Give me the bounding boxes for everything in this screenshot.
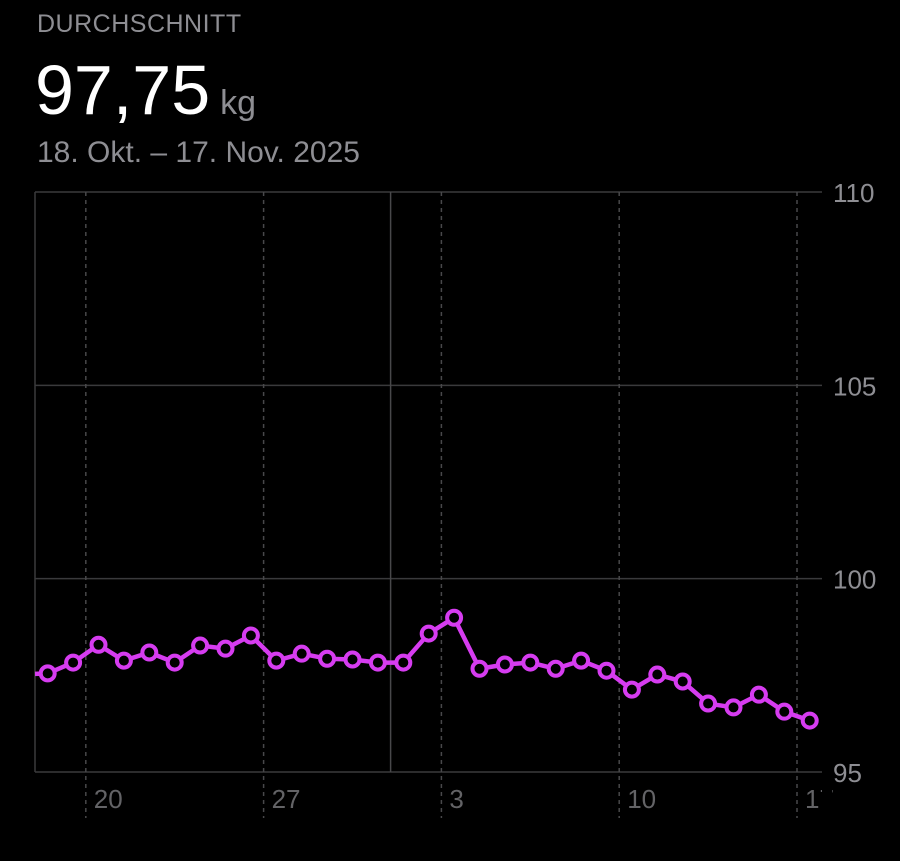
x-tick-label: 10 bbox=[627, 784, 656, 814]
data-point bbox=[419, 624, 438, 643]
data-point bbox=[343, 650, 362, 669]
data-point bbox=[724, 698, 743, 717]
data-point bbox=[114, 651, 133, 670]
data-point bbox=[89, 635, 108, 654]
average-value: 97,75 kg bbox=[35, 50, 256, 130]
data-point bbox=[699, 694, 718, 713]
data-point bbox=[622, 680, 641, 699]
x-tick-label: 3 bbox=[449, 784, 463, 814]
data-point bbox=[368, 653, 387, 672]
x-tick-label: 27 bbox=[272, 784, 301, 814]
average-number: 97,75 bbox=[35, 51, 211, 129]
data-point bbox=[495, 655, 514, 674]
data-point bbox=[267, 651, 286, 670]
data-point bbox=[800, 711, 819, 730]
data-point bbox=[521, 653, 540, 672]
data-point bbox=[140, 643, 159, 662]
data-point bbox=[572, 651, 591, 670]
data-point bbox=[165, 653, 184, 672]
data-point bbox=[318, 649, 337, 668]
data-point bbox=[241, 626, 260, 645]
y-tick-label: 95 bbox=[833, 758, 862, 788]
data-point bbox=[470, 659, 489, 678]
data-point bbox=[394, 653, 413, 672]
data-point bbox=[445, 608, 464, 627]
data-point bbox=[648, 665, 667, 684]
label-clip bbox=[822, 780, 832, 820]
data-point bbox=[749, 685, 768, 704]
data-point bbox=[216, 639, 235, 658]
x-tick-label: 20 bbox=[94, 784, 123, 814]
y-tick-label: 110 bbox=[833, 178, 874, 208]
data-point bbox=[775, 702, 794, 721]
data-point bbox=[191, 636, 210, 655]
data-point bbox=[673, 672, 692, 691]
date-range: 18. Okt. – 17. Nov. 2025 bbox=[37, 136, 360, 169]
y-tick-label: 100 bbox=[833, 565, 876, 595]
unit-label: kg bbox=[220, 84, 257, 122]
data-point bbox=[64, 653, 83, 672]
data-point bbox=[38, 664, 57, 683]
data-point bbox=[292, 644, 311, 663]
data-point bbox=[597, 661, 616, 680]
average-label: DURCHSCHNITT bbox=[37, 10, 242, 38]
y-tick-label: 105 bbox=[833, 371, 876, 401]
data-point bbox=[546, 659, 565, 678]
